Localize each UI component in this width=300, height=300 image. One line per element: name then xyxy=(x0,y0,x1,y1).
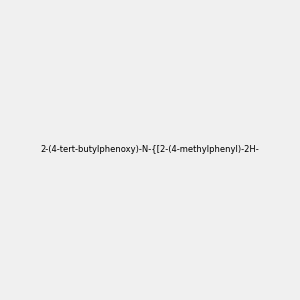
Text: 2-(4-tert-butylphenoxy)-N-{[2-(4-methylphenyl)-2H-: 2-(4-tert-butylphenoxy)-N-{[2-(4-methylp… xyxy=(40,146,260,154)
